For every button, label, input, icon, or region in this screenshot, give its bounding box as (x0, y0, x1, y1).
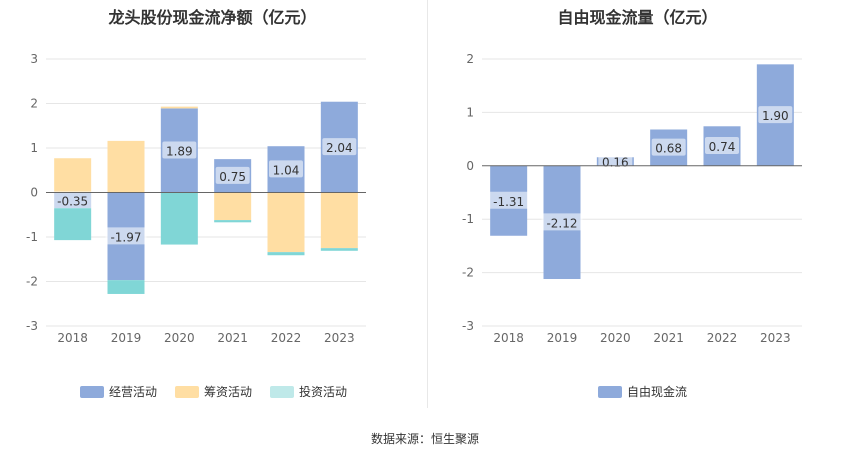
bar-2-2022 (267, 252, 305, 256)
legend-cashflow: 经营活动 筹资活动 投资活动 (80, 383, 347, 400)
data-label: 1.04 (273, 163, 300, 177)
free-cashflow-bar-chart: 2 1 0 -1 -2 -3 2018 -1.31 2019 -2.12 2020 0.16 2021 0… (462, 52, 802, 345)
bar-2-2018 (54, 208, 92, 241)
legend-swatch-operating (80, 385, 104, 398)
x-tick-label: 2020 (600, 331, 631, 345)
data-label-bg (269, 160, 303, 178)
data-label-bg (488, 191, 530, 209)
data-label: 0.68 (655, 142, 682, 156)
y-tick-label: 2 (466, 52, 474, 66)
legend-item-free-cashflow[interactable]: 自由现金流 (598, 383, 687, 400)
data-source-note: 数据来源：恒生聚源 (370, 432, 479, 446)
data-label: 1.90 (762, 109, 789, 123)
x-tick-label: 2023 (324, 331, 355, 345)
x-tick-label: 2022 (707, 331, 738, 345)
legend-swatch-free-cashflow (598, 385, 622, 398)
legend-swatch-investing (270, 385, 295, 398)
y-tick-label: -2 (462, 266, 474, 280)
legend-item-financing[interactable]: 筹资活动 (175, 383, 252, 400)
y-tick-label: -1 (462, 212, 474, 226)
y-tick-label: 1 (30, 141, 38, 155)
chart-title-free-cashflow: 自由现金流量（亿元） (557, 8, 718, 27)
bar-2-2019 (107, 280, 145, 294)
y-tick-label: -3 (26, 319, 38, 333)
data-label: 2.04 (326, 141, 353, 155)
x-tick-label: 2020 (164, 331, 195, 345)
panel-divider (427, 0, 428, 408)
bar-1-2019 (107, 140, 145, 193)
x-tick-label: 2019 (547, 331, 578, 345)
bar-2-2021 (214, 220, 252, 223)
data-label-bg (758, 106, 793, 124)
data-label: -0.35 (57, 194, 88, 208)
data-label-bg (651, 138, 686, 156)
y-tick-label: 1 (466, 105, 474, 119)
y-tick-label: -3 (462, 319, 474, 333)
bar-2-2023 (320, 248, 358, 251)
data-label: -1.31 (493, 195, 524, 209)
y-tick-label: 0 (30, 186, 38, 200)
data-label: -2.12 (546, 216, 577, 230)
legend-free-cashflow: 自由现金流 (598, 383, 687, 400)
x-tick-label: 2022 (271, 331, 302, 345)
legend-label-investing: 投资活动 (299, 385, 348, 399)
legend-item-operating[interactable]: 经营活动 (80, 383, 157, 400)
legend-label-operating: 经营活动 (109, 385, 158, 399)
legend-swatch-financing (175, 385, 200, 398)
data-label: 0.75 (219, 170, 246, 184)
legend-item-investing[interactable]: 投资活动 (270, 383, 347, 400)
bar-1-2018 (54, 158, 92, 193)
x-tick-label: 2021 (217, 331, 248, 345)
y-tick-label: 0 (466, 159, 474, 173)
data-label-bg (215, 166, 250, 184)
chart-title-cashflow: 龙头股份现金流净额（亿元） (108, 8, 317, 27)
y-tick-label: 3 (30, 52, 38, 66)
data-label-bg (541, 213, 583, 231)
legend-label-free-cashflow: 自由现金流 (627, 385, 688, 399)
bar-1-2023 (320, 192, 358, 249)
data-label: 1.89 (166, 144, 193, 158)
data-label: 0.16 (602, 156, 629, 170)
bar-2-2020 (160, 192, 198, 245)
bar-1-2022 (267, 192, 305, 253)
cashflow-stacked-bar-chart: 3 2 1 0 -1 -2 -3 2018 -0.35 2019 -1.97 2020 1.89 2021… (26, 52, 366, 345)
y-tick-label: 2 (30, 97, 38, 111)
data-label-bg (598, 152, 633, 170)
y-tick-label: -2 (26, 275, 38, 289)
x-tick-label: 2023 (760, 331, 791, 345)
x-tick-label: 2021 (653, 331, 684, 345)
data-label-bg (105, 227, 147, 245)
data-label-bg (162, 141, 197, 159)
data-label: -1.97 (110, 230, 141, 244)
y-tick-label: -1 (26, 230, 38, 244)
legend-label-financing: 筹资活动 (204, 385, 253, 399)
x-tick-label: 2018 (493, 331, 524, 345)
data-label: 0.74 (709, 140, 736, 154)
x-tick-label: 2019 (111, 331, 142, 345)
x-tick-label: 2018 (57, 331, 88, 345)
data-label-bg (52, 191, 94, 209)
data-label-bg (705, 137, 739, 155)
data-label-bg (322, 138, 357, 156)
bar-1-2021 (214, 192, 252, 221)
bar-1-2020 (160, 106, 198, 109)
